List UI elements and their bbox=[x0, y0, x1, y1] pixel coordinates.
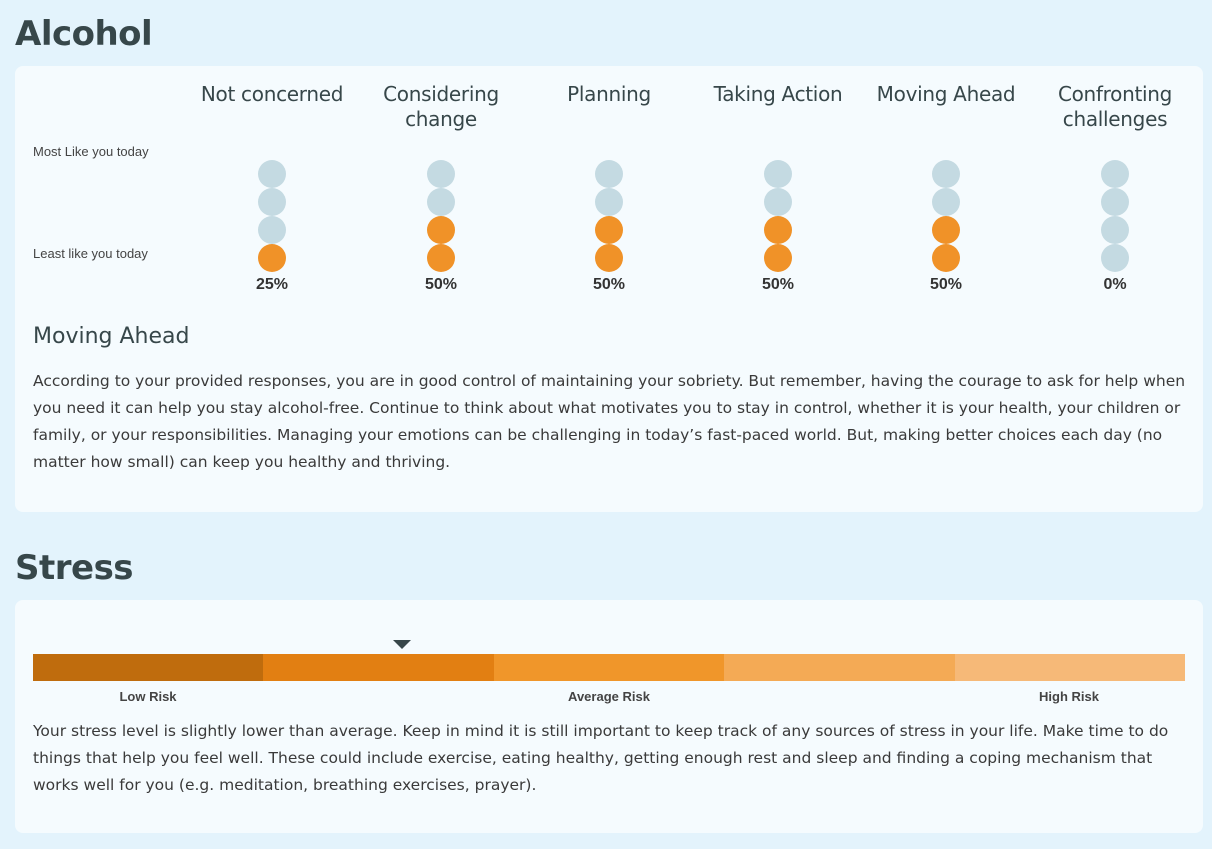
stage-dot-empty bbox=[258, 216, 286, 244]
high-risk-label: High Risk bbox=[1039, 689, 1099, 704]
stage-dot-filled bbox=[258, 244, 286, 272]
stage-dot-empty bbox=[427, 188, 455, 216]
stage-column: Considering change 50% bbox=[356, 82, 526, 293]
risk-marker bbox=[392, 640, 411, 649]
result-heading: Moving Ahead bbox=[33, 324, 190, 349]
risk-scale-segment bbox=[954, 654, 1186, 681]
stage-dot-filled bbox=[932, 244, 960, 272]
stage-name: Planning bbox=[567, 82, 651, 106]
stage-dots bbox=[356, 160, 526, 272]
stage-percent: 0% bbox=[1103, 276, 1127, 293]
least-like-label: Least like you today bbox=[33, 246, 148, 261]
stage-percent: 50% bbox=[592, 276, 626, 293]
stage-dot-filled bbox=[595, 244, 623, 272]
stage-dots bbox=[861, 160, 1031, 272]
stage-name: Considering change bbox=[383, 82, 499, 131]
stage-percent: 25% bbox=[255, 276, 289, 293]
stage-dot-filled bbox=[764, 216, 792, 244]
stage-dot-filled bbox=[932, 216, 960, 244]
stress-text: Your stress level is slightly lower than… bbox=[33, 722, 1169, 794]
risk-scale-bar bbox=[33, 654, 1186, 681]
stage-dot-empty bbox=[1101, 160, 1129, 188]
stage-dot-empty bbox=[764, 188, 792, 216]
risk-scale-segment bbox=[724, 654, 955, 681]
most-like-label: Most Like you today bbox=[33, 144, 149, 159]
stage-dot-filled bbox=[595, 216, 623, 244]
stress-card: Low Risk Average Risk High Risk Your str… bbox=[15, 600, 1203, 833]
stage-column: Confronting challenges 0% bbox=[1030, 82, 1200, 293]
stage-dot-empty bbox=[764, 160, 792, 188]
stage-column: Not concerned 25% bbox=[187, 82, 357, 293]
risk-scale-segment bbox=[33, 654, 264, 681]
stage-column: Moving Ahead 50% bbox=[861, 82, 1031, 293]
stage-dots bbox=[693, 160, 863, 272]
stage-name: Confronting challenges bbox=[1057, 82, 1173, 131]
stage-dot-filled bbox=[427, 244, 455, 272]
low-risk-label: Low Risk bbox=[119, 689, 177, 704]
stage-dot-empty bbox=[258, 188, 286, 216]
stage-column: Taking Action 50% bbox=[693, 82, 863, 293]
stage-dot-filled bbox=[764, 244, 792, 272]
stage-name: Taking Action bbox=[713, 82, 843, 106]
alcohol-title: Alcohol bbox=[15, 14, 153, 54]
stage-dots bbox=[524, 160, 694, 272]
stage-dots bbox=[187, 160, 357, 272]
risk-scale-segment bbox=[493, 654, 725, 681]
stage-percent: 50% bbox=[929, 276, 963, 293]
stage-dot-empty bbox=[932, 160, 960, 188]
stage-dot-empty bbox=[1101, 188, 1129, 216]
stress-title: Stress bbox=[15, 548, 134, 588]
stage-column: Planning 50% bbox=[524, 82, 694, 293]
risk-scale-segment bbox=[263, 654, 494, 681]
result-text: According to your provided responses, yo… bbox=[33, 372, 1186, 471]
stage-dot-filled bbox=[427, 216, 455, 244]
stage-dots bbox=[1030, 160, 1200, 272]
stage-dot-empty bbox=[1101, 216, 1129, 244]
alcohol-card: Most Like you today Least like you today… bbox=[15, 66, 1203, 512]
stage-dot-empty bbox=[258, 160, 286, 188]
stage-percent: 50% bbox=[424, 276, 458, 293]
average-risk-label: Average Risk bbox=[568, 689, 650, 704]
stage-name: Moving Ahead bbox=[876, 82, 1016, 106]
stage-dot-empty bbox=[1101, 244, 1129, 272]
stage-dot-empty bbox=[595, 188, 623, 216]
stage-dot-empty bbox=[932, 188, 960, 216]
stage-dot-empty bbox=[427, 160, 455, 188]
stage-name: Not concerned bbox=[200, 82, 344, 106]
stage-dot-empty bbox=[595, 160, 623, 188]
stage-percent: 50% bbox=[761, 276, 795, 293]
